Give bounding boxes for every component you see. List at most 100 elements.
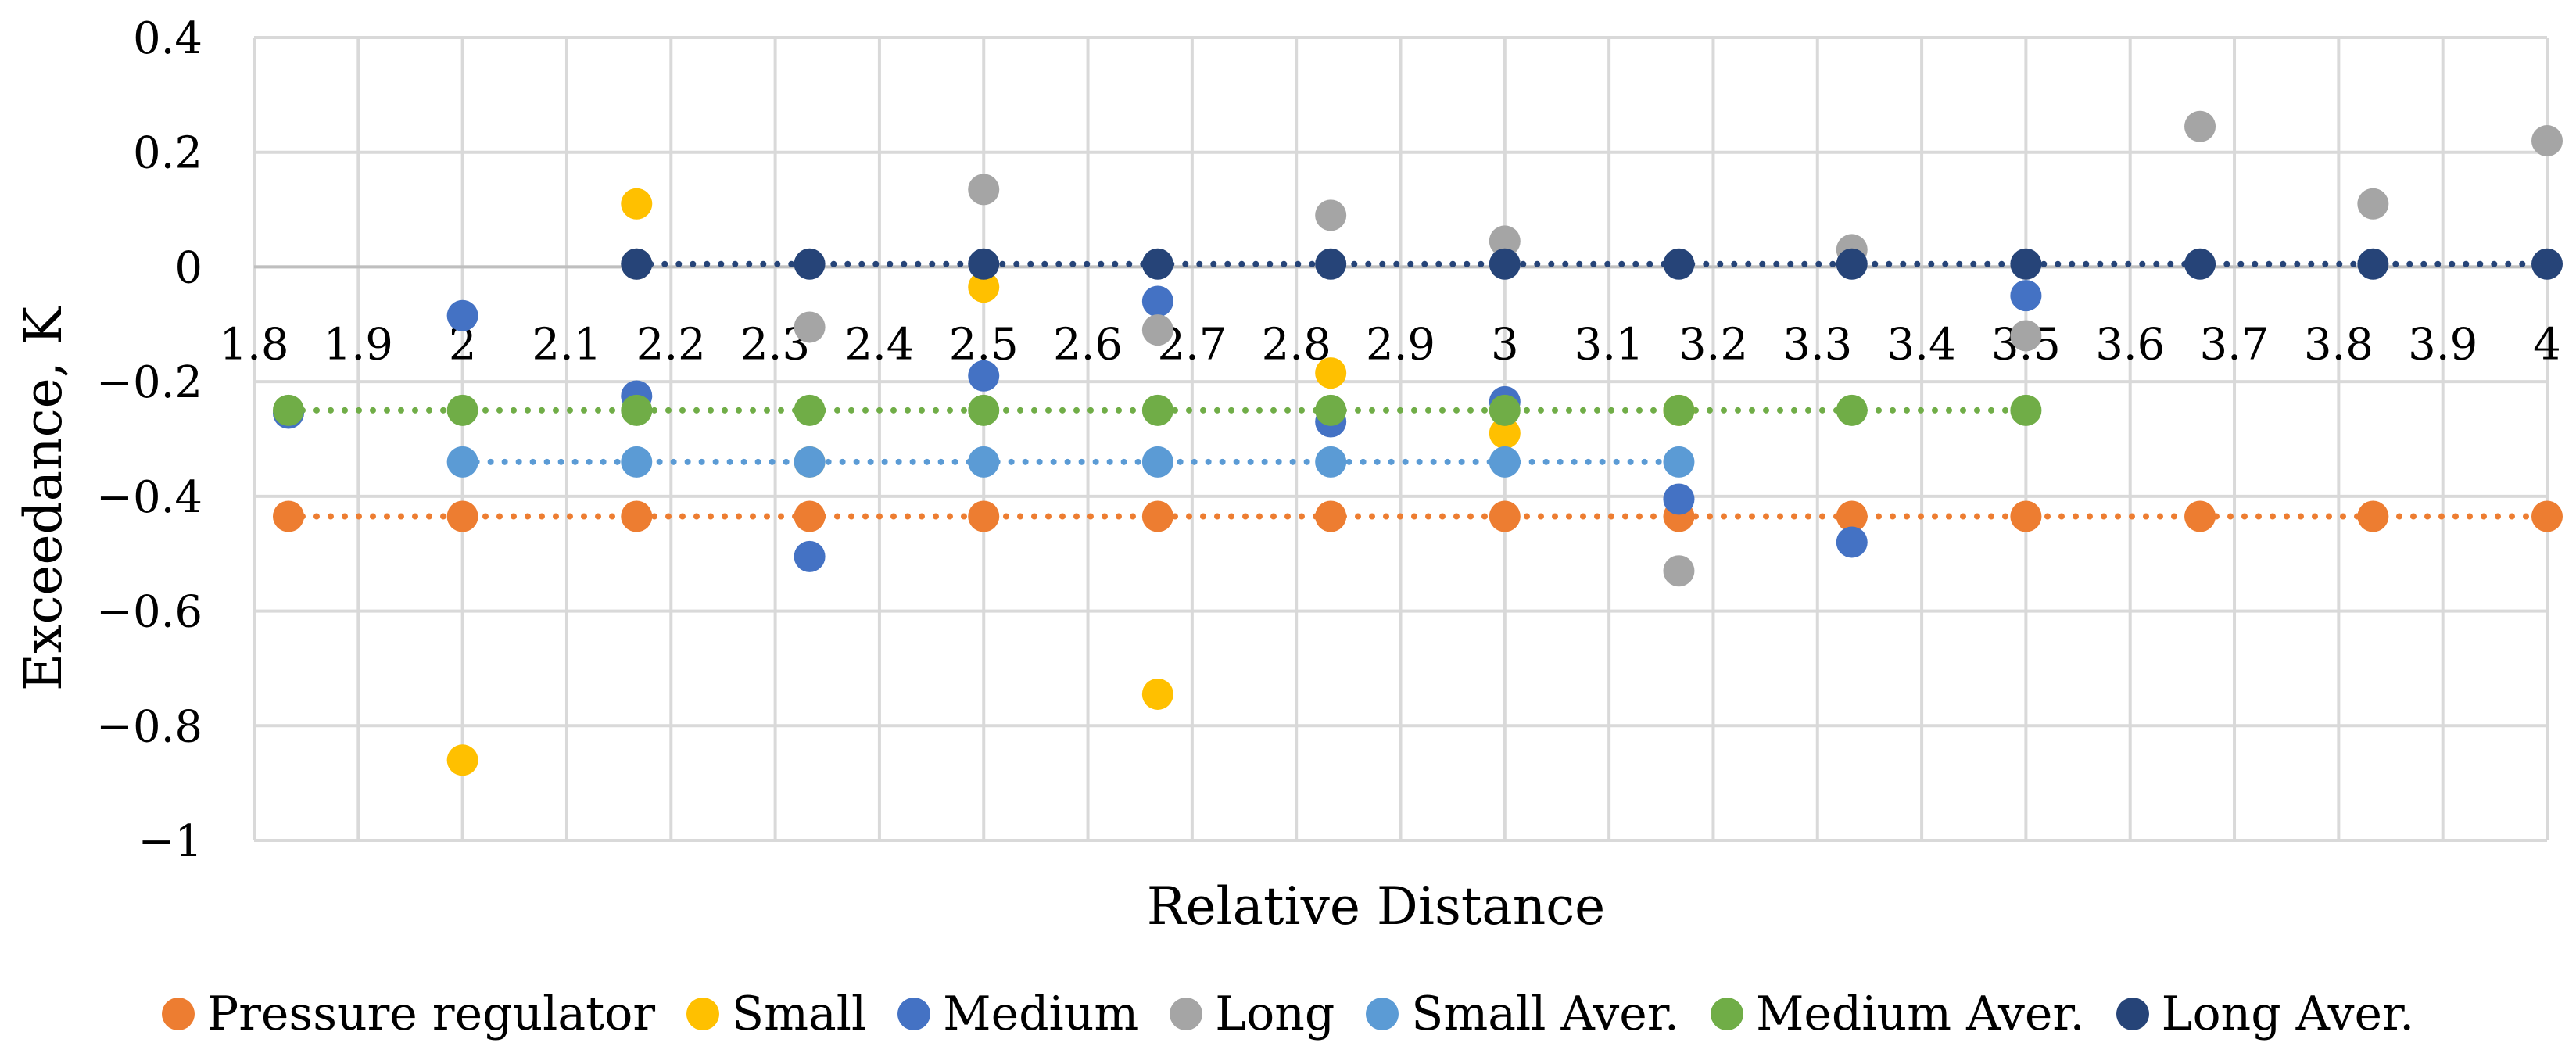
- legend-label: Pressure regulator: [206, 987, 656, 1041]
- point-series-3-9: [2184, 110, 2216, 142]
- point-series-2-9: [1836, 526, 1868, 558]
- legend-label: Long Aver.: [2161, 987, 2415, 1041]
- point-series-6-6: [1663, 248, 1695, 280]
- y-tick-label: 0: [174, 242, 202, 293]
- legend-item: Pressure regulator: [161, 987, 656, 1041]
- point-series-0-12: [2357, 500, 2389, 532]
- legend-swatch-icon: [161, 998, 195, 1030]
- x-tick-label: 3.9: [2408, 319, 2477, 370]
- legend-swatch-icon: [1170, 998, 1203, 1030]
- point-series-5-2: [621, 394, 653, 426]
- y-tick-label: −1: [138, 816, 202, 867]
- legend-label: Long: [1215, 987, 1335, 1041]
- point-series-3-8: [2010, 320, 2042, 352]
- y-tick-label: 0.2: [133, 128, 202, 179]
- point-series-1-0: [446, 744, 478, 776]
- x-axis-ticks: 1.8 1.9 2 2.1 2.2 2.3 2.4 2.5 2.6 2.7 2.8 2.9 3 3.1 3.…: [219, 319, 2560, 370]
- point-series-3-2: [968, 174, 1000, 206]
- point-series-1-6: [1489, 417, 1521, 450]
- point-series-4-5: [1315, 446, 1347, 478]
- x-tick-label: 1.8: [219, 319, 288, 370]
- legend-item: Medium: [897, 987, 1138, 1041]
- point-series-3-5: [1489, 225, 1521, 257]
- point-series-1-5: [1315, 357, 1347, 389]
- y-tick-label: −0.8: [96, 701, 202, 752]
- point-series-0-7: [1489, 500, 1521, 532]
- x-tick-label: 3: [1491, 319, 1519, 370]
- x-tick-label: 4: [2533, 319, 2561, 370]
- x-tick-label: 2.9: [1366, 319, 1435, 370]
- y-axis-title: Exceedance, K: [13, 305, 73, 691]
- x-tick-label: 3.7: [2200, 319, 2270, 370]
- point-series-2-10: [2010, 280, 2042, 312]
- point-series-0-9: [1836, 500, 1868, 532]
- legend-swatch-icon: [1710, 998, 1743, 1030]
- x-tick-label: 2.2: [636, 319, 706, 370]
- point-series-1-4: [1141, 678, 1173, 710]
- point-series-5-8: [1663, 394, 1695, 426]
- point-series-0-11: [2184, 500, 2216, 532]
- point-series-4-7: [1663, 446, 1695, 478]
- point-series-0-5: [1141, 500, 1173, 532]
- point-series-3-1: [794, 311, 826, 343]
- legend-label: Medium: [943, 987, 1139, 1041]
- point-series-0-0: [272, 500, 304, 532]
- x-tick-label: 3.4: [1887, 319, 1957, 370]
- x-tick-label: 2.1: [532, 319, 601, 370]
- point-series-5-1: [446, 394, 478, 426]
- point-series-2-1: [446, 299, 478, 331]
- data-points: [272, 110, 2563, 776]
- legend-item: Medium Aver.: [1710, 987, 2085, 1041]
- legend-item: Small: [686, 987, 866, 1041]
- point-series-4-1: [621, 446, 653, 478]
- point-series-6-1: [794, 248, 826, 280]
- x-tick-label: 3.2: [1679, 319, 1748, 370]
- y-tick-label: −0.2: [96, 357, 202, 408]
- trend-lines: [285, 260, 2550, 520]
- x-tick-label: 3.6: [2095, 319, 2165, 370]
- x-tick-label: 2.6: [1053, 319, 1123, 370]
- x-tick-label: 3.1: [1575, 319, 1644, 370]
- point-series-2-4: [968, 360, 1000, 392]
- point-series-2-8: [1663, 483, 1695, 515]
- point-series-0-10: [2010, 500, 2042, 532]
- point-series-5-0: [272, 394, 304, 426]
- y-tick-label: 0.4: [133, 13, 202, 64]
- point-series-6-0: [621, 248, 653, 280]
- point-series-0-3: [794, 500, 826, 532]
- point-series-0-2: [621, 500, 653, 532]
- point-series-5-3: [794, 394, 826, 426]
- x-tick-label: 3.8: [2304, 319, 2374, 370]
- point-series-3-3: [1141, 314, 1173, 346]
- point-series-1-1: [621, 188, 653, 220]
- legend-swatch-icon: [2116, 998, 2149, 1030]
- point-series-6-9: [2184, 248, 2216, 280]
- point-series-0-13: [2531, 500, 2563, 532]
- point-series-6-5: [1489, 248, 1521, 280]
- point-series-6-2: [968, 248, 1000, 280]
- point-series-5-7: [1489, 394, 1521, 426]
- point-series-6-8: [2010, 248, 2042, 280]
- point-series-6-10: [2357, 248, 2389, 280]
- point-series-4-6: [1489, 446, 1521, 478]
- legend-swatch-icon: [897, 998, 931, 1030]
- x-tick-label: 1.9: [324, 319, 393, 370]
- point-series-6-11: [2531, 248, 2563, 280]
- legend: Pressure regulator Small Medium Long Small A…: [0, 987, 2576, 1042]
- point-series-3-6: [1663, 555, 1695, 587]
- legend-item: Long Aver.: [2116, 987, 2415, 1041]
- point-series-4-2: [794, 446, 826, 478]
- legend-label: Small Aver.: [1411, 987, 1679, 1041]
- point-series-5-9: [1836, 394, 1868, 426]
- x-axis-title: Relative Distance: [1147, 876, 1605, 937]
- point-series-4-0: [446, 446, 478, 478]
- point-series-6-3: [1141, 248, 1173, 280]
- grid: [253, 36, 2549, 842]
- point-series-0-6: [1315, 500, 1347, 532]
- x-tick-label: 2.8: [1262, 319, 1331, 370]
- legend-label: Medium Aver.: [1755, 987, 2085, 1041]
- x-tick-label: 3.3: [1782, 319, 1852, 370]
- point-series-4-3: [968, 446, 1000, 478]
- x-tick-label: 2.4: [844, 319, 914, 370]
